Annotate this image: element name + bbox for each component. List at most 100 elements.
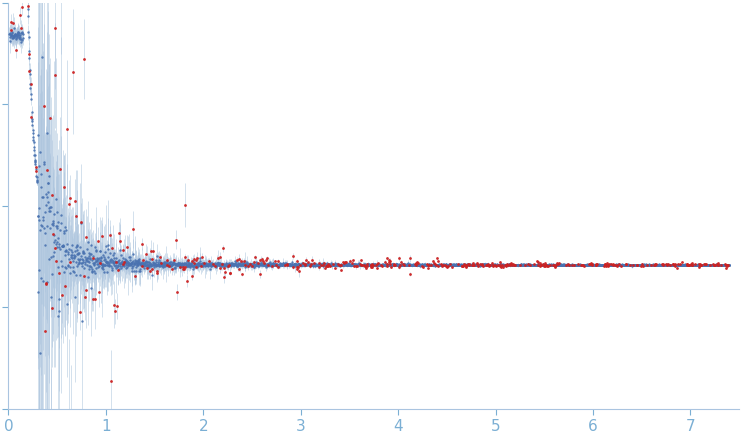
Point [326, 261, 338, 268]
Point [367, 260, 378, 267]
Point [559, 262, 571, 269]
Point [424, 261, 436, 268]
Point [22, 33, 34, 40]
Point [477, 261, 489, 268]
Point [355, 261, 367, 268]
Point [7, 20, 19, 27]
Point [461, 261, 473, 268]
Point [187, 266, 199, 273]
Point [515, 261, 527, 268]
Point [522, 261, 533, 268]
Point [103, 262, 115, 269]
Point [205, 259, 217, 266]
Point [692, 261, 703, 268]
Point [467, 261, 479, 268]
Point [67, 69, 79, 76]
Point [372, 260, 384, 267]
Point [209, 261, 220, 268]
Point [672, 261, 683, 268]
Point [10, 32, 22, 39]
Point [411, 261, 423, 268]
Point [668, 261, 680, 268]
Point [332, 261, 344, 268]
Point [333, 262, 345, 269]
Point [503, 261, 515, 268]
Point [352, 261, 364, 268]
Point [462, 261, 473, 268]
Point [628, 261, 640, 268]
Point [473, 261, 485, 268]
Point [311, 261, 323, 268]
Point [356, 261, 368, 268]
Point [528, 261, 539, 268]
Point [434, 262, 446, 269]
Point [321, 260, 333, 267]
Point [398, 261, 410, 268]
Point [25, 81, 37, 88]
Point [24, 90, 36, 97]
Point [476, 262, 488, 269]
Point [605, 261, 617, 268]
Point [105, 377, 117, 384]
Point [336, 261, 348, 268]
Point [715, 261, 727, 268]
Point [261, 261, 273, 268]
Point [421, 261, 433, 268]
Point [86, 265, 98, 272]
Point [6, 35, 18, 42]
Point [433, 261, 444, 268]
Point [519, 261, 531, 268]
Point [132, 260, 144, 267]
Point [635, 261, 647, 268]
Point [228, 261, 240, 268]
Point [552, 261, 564, 268]
Point [631, 261, 643, 268]
Point [709, 261, 721, 268]
Point [633, 261, 645, 268]
Point [292, 266, 303, 273]
Point [95, 261, 107, 268]
Point [194, 257, 206, 264]
Point [184, 264, 196, 271]
Point [711, 261, 723, 268]
Point [171, 260, 183, 267]
Point [151, 263, 162, 270]
Point [508, 262, 520, 269]
Point [370, 261, 382, 268]
Point [342, 261, 354, 268]
Point [483, 261, 495, 268]
Point [456, 262, 468, 269]
Point [559, 261, 571, 268]
Point [663, 261, 675, 268]
Point [693, 261, 705, 268]
Point [100, 258, 112, 265]
Point [485, 261, 496, 268]
Point [499, 261, 511, 268]
Point [637, 261, 649, 268]
Point [29, 159, 41, 166]
Point [251, 260, 263, 267]
Point [166, 261, 178, 268]
Point [258, 262, 270, 269]
Point [200, 261, 211, 268]
Point [674, 261, 686, 268]
Point [192, 260, 204, 267]
Point [634, 261, 646, 268]
Point [474, 260, 486, 267]
Point [357, 261, 369, 268]
Point [37, 193, 49, 200]
Point [230, 261, 242, 268]
Point [104, 257, 116, 264]
Point [133, 258, 145, 265]
Point [53, 219, 65, 226]
Point [533, 261, 545, 268]
Point [598, 261, 610, 268]
Point [313, 260, 325, 267]
Point [268, 261, 280, 268]
Point [261, 260, 273, 267]
Point [305, 261, 317, 268]
Point [510, 261, 522, 268]
Point [480, 261, 492, 268]
Point [262, 261, 274, 268]
Point [375, 261, 387, 268]
